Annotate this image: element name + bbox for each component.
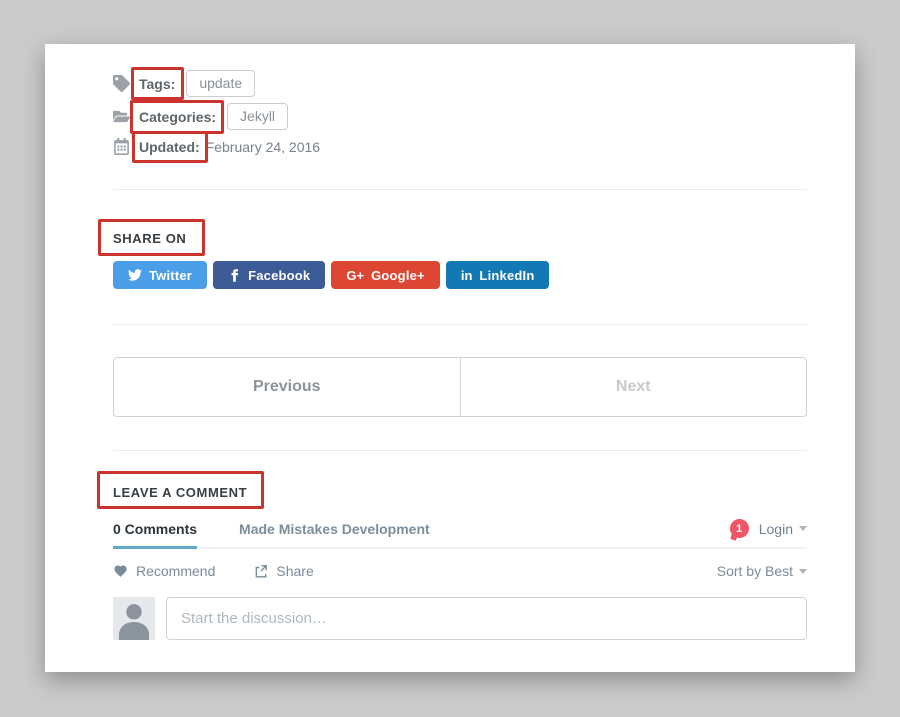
discussion-share-button[interactable]: Share [254,563,314,579]
comment-count-tab[interactable]: 0 Comments [113,520,198,537]
login-area: 1 Login [729,519,807,538]
twitter-icon [128,268,142,282]
linkedin-icon: in [460,267,473,283]
share-button-label: LinkedIn [479,267,535,283]
sort-label: Sort by Best [716,563,793,579]
categories-row: Categories: Jekyll [113,99,807,134]
updated-label: Updated: [132,130,208,163]
discussion-share-label: Share [276,563,314,579]
active-tab-underline [113,546,197,549]
facebook-icon [228,268,241,282]
category-pill[interactable]: Jekyll [227,103,289,130]
notification-badge[interactable]: 1 [729,519,749,538]
comment-input[interactable] [166,597,807,640]
chevron-down-icon [799,568,807,574]
divider [113,450,807,451]
tag-pill[interactable]: update [186,70,256,97]
post-footer-card: Tags: update Categories: Jekyll Updated: [45,44,855,672]
next-post-button[interactable]: Next [460,358,806,416]
share-buttons-row: Twitter Facebook G+ Google+ in LinkedIn [113,261,807,289]
googleplus-share-button[interactable]: G+ Google+ [331,261,440,289]
updated-row: Updated: February 24, 2016 [113,130,807,163]
twitter-share-button[interactable]: Twitter [113,261,208,289]
share-button-label: Facebook [248,267,311,283]
share-icon [256,565,268,578]
recommend-label: Recommend [136,563,216,579]
chevron-down-icon [799,526,807,531]
tags-label: Tags: [131,66,185,100]
tags-row: Tags: update [113,66,807,100]
comment-composer [113,597,807,640]
avatar [113,597,155,640]
recommend-button[interactable]: Recommend [113,563,215,579]
community-name-tab[interactable]: Made Mistakes Development [239,520,430,537]
heart-icon [114,565,127,577]
sort-dropdown[interactable]: Sort by Best [717,563,807,579]
leave-a-comment-heading: LEAVE A COMMENT [97,471,265,509]
divider [113,189,807,190]
folder-open-icon [113,108,130,125]
calendar-icon [113,138,130,155]
share-button-label: Twitter [149,267,193,283]
divider [113,324,807,325]
post-pagination: Previous Next [113,357,807,417]
linkedin-share-button[interactable]: in LinkedIn [445,261,550,289]
discussion-actions-row: Recommend Share Sort by Best [113,563,807,579]
categories-label: Categories: [130,99,225,134]
facebook-share-button[interactable]: Facebook [213,261,326,289]
tag-icon [113,75,130,92]
share-button-label: Google+ [371,267,425,283]
googleplus-icon: G+ [346,267,365,283]
share-on-heading: SHARE ON [98,219,206,256]
disqus-header: 0 Comments Made Mistakes Development 1 L… [113,519,807,549]
previous-post-button[interactable]: Previous [114,358,461,416]
updated-date: February 24, 2016 [205,138,321,155]
login-button[interactable]: Login [758,520,793,537]
